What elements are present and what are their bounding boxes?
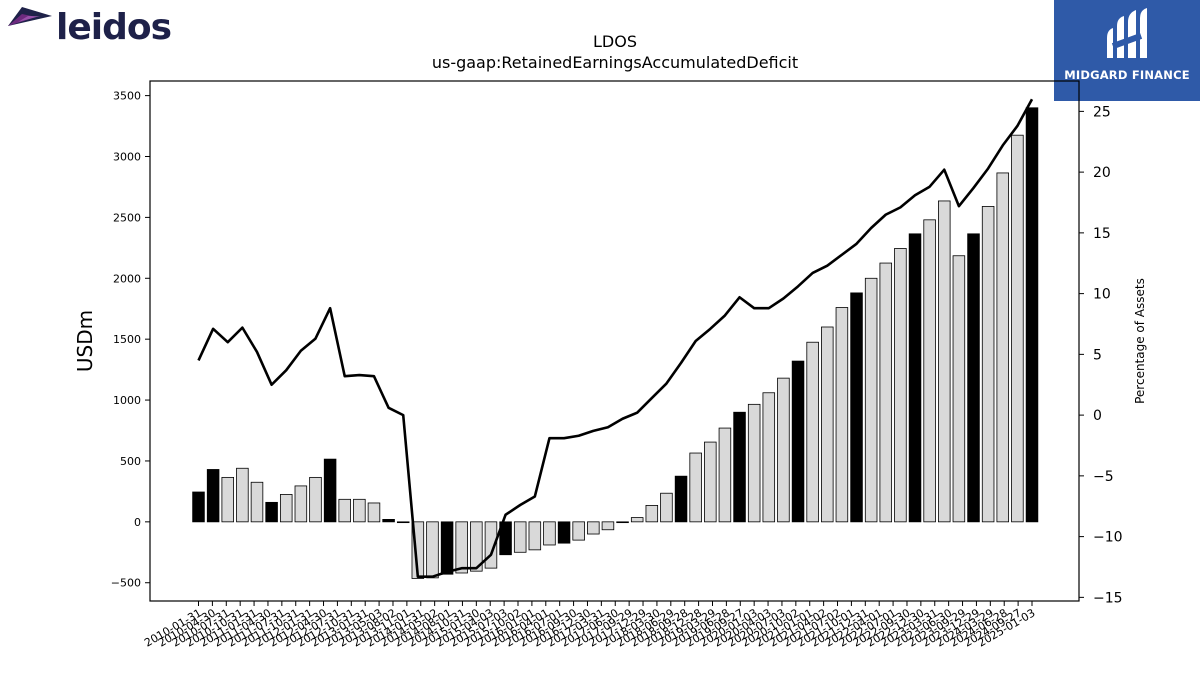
bar: [996, 172, 1010, 523]
bar: [704, 441, 717, 523]
bar: [323, 458, 337, 523]
bar: [426, 521, 439, 579]
y-tick-label: −500: [111, 577, 141, 590]
chart-title: LDOS: [593, 32, 637, 51]
y2-tick-label: 5: [1093, 347, 1102, 363]
bar: [484, 521, 498, 569]
y-tick-label: 3500: [113, 90, 141, 103]
y-axis-right: −15 −10 −5 0 5 10 15 20 25: [1079, 104, 1123, 606]
x-axis: 2010-01-312010-04-302010-07-312010-10-31…: [142, 601, 1038, 650]
bar: [587, 521, 600, 535]
bar: [938, 200, 951, 523]
midgard-finance-logo: MIDGARD FINANCE: [1054, 0, 1200, 101]
y-axis-label: USDm: [73, 310, 97, 372]
bar: [338, 498, 351, 523]
bar: [367, 502, 381, 523]
bar: [528, 521, 542, 551]
bar: [396, 521, 410, 524]
y2-tick-label: 10: [1093, 287, 1111, 303]
bar: [821, 326, 834, 523]
bar: [1011, 134, 1024, 523]
bar: [206, 469, 220, 523]
y2-tick-label: 15: [1093, 226, 1111, 242]
bar: [1025, 107, 1039, 523]
y2-tick-label: −10: [1093, 530, 1123, 546]
midgard-brand-text: MIDGARD FINANCE: [1064, 68, 1190, 82]
bar: [864, 277, 878, 523]
bar: [192, 491, 205, 523]
y-tick-label: 2000: [113, 272, 141, 285]
y2-tick-label: −15: [1093, 590, 1123, 606]
y2-tick-label: 25: [1093, 104, 1111, 120]
y-tick-label: 1500: [113, 333, 141, 346]
bar: [806, 341, 819, 523]
bar: [221, 476, 234, 523]
leidos-logo: leidos: [6, 4, 176, 48]
y2-tick-label: −5: [1093, 469, 1114, 485]
bar: [850, 292, 863, 523]
bar-series: [192, 107, 1039, 579]
bar: [236, 467, 249, 523]
bar: [894, 248, 907, 523]
bar: [557, 521, 571, 544]
bar: [294, 485, 308, 523]
bar: [411, 521, 425, 579]
y-tick-label: 2500: [113, 211, 141, 224]
y2-axis-label: Percentage of Assets: [1133, 278, 1147, 404]
bar: [455, 521, 468, 574]
y-tick-label: 1000: [113, 394, 141, 407]
bar: [601, 521, 615, 531]
bar: [309, 476, 322, 523]
bar: [791, 360, 805, 523]
chart-subtitle: us-gaap:RetainedEarningsAccumulatedDefic…: [431, 53, 799, 72]
bar: [718, 427, 732, 523]
bar: [353, 498, 366, 523]
plot-frame: [149, 80, 1080, 602]
bar: [733, 411, 746, 523]
bar: [689, 452, 702, 523]
bar: [835, 307, 849, 523]
bar: [660, 492, 673, 523]
bar: [630, 517, 644, 523]
bar: [747, 403, 761, 523]
y-tick-label: 3000: [113, 151, 141, 164]
bar: [279, 494, 293, 523]
bar: [543, 521, 556, 546]
bar: [513, 521, 527, 553]
bar: [470, 521, 483, 572]
bar: [879, 262, 893, 523]
bar: [952, 255, 966, 523]
y-axis-left: −500 0 500 1000 1500 2000 2500 3000 3500: [111, 90, 150, 590]
leidos-swoosh-icon: [8, 7, 52, 26]
y-tick-label: 500: [120, 455, 141, 468]
bar: [265, 501, 278, 523]
y2-tick-label: 20: [1093, 165, 1111, 181]
leidos-brand-text: leidos: [56, 7, 172, 48]
bar: [645, 504, 659, 523]
bar: [572, 521, 585, 541]
bar: [674, 475, 688, 523]
bar: [981, 206, 995, 523]
bar: [616, 521, 629, 524]
bar: [440, 521, 454, 575]
bar: [762, 392, 776, 523]
bar: [250, 481, 264, 523]
y-tick-label: 0: [134, 516, 141, 529]
bar: [499, 521, 512, 556]
bar: [967, 233, 980, 523]
bar: [777, 377, 790, 523]
midgard-m-icon: [1107, 8, 1147, 58]
bar: [382, 519, 395, 523]
pct-assets-line: [197, 98, 1034, 579]
y2-tick-label: 0: [1093, 408, 1102, 424]
bar: [908, 233, 922, 523]
bar: [923, 219, 936, 523]
